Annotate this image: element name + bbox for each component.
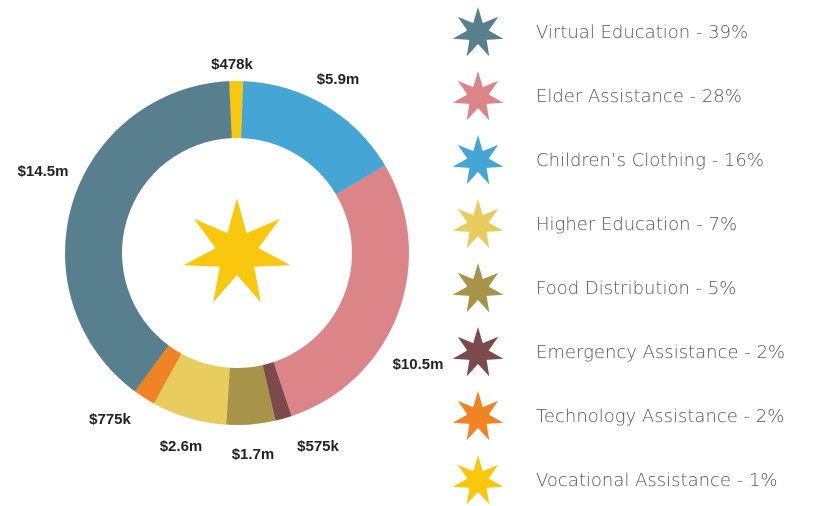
donut-slice: [65, 81, 232, 392]
value-label: $2.6m: [160, 438, 203, 455]
legend-star: [452, 391, 504, 441]
donut-slice: [226, 365, 276, 426]
legend-label: Technology Assistance - 2%: [536, 406, 784, 427]
donut-slice: [153, 353, 230, 425]
legend-star: [452, 455, 504, 505]
legend-label: Elder Assistance - 28%: [536, 86, 742, 107]
legend-star: [452, 327, 504, 377]
legend-label: Virtual Education - 39%: [536, 22, 748, 43]
legend-star: [452, 199, 504, 249]
value-label: $575k: [297, 438, 339, 455]
value-label: $1.7m: [232, 446, 275, 463]
legend-label: Children’s Clothing - 16%: [536, 150, 764, 171]
legend-label: Emergency Assistance - 2%: [536, 342, 785, 363]
legend-star: [452, 71, 504, 121]
legend-label: Vocational Assistance - 1%: [536, 470, 778, 491]
legend-label: Food Distribution - 5%: [536, 278, 736, 299]
value-label: $5.9m: [317, 71, 360, 88]
donut-slice: [229, 81, 244, 139]
value-label: $478k: [211, 56, 253, 73]
donut-slice: [262, 362, 292, 421]
value-label: $775k: [89, 411, 131, 428]
value-label: $14.5m: [18, 163, 69, 180]
legend-star: [452, 7, 504, 57]
center-star: [183, 198, 291, 303]
donut-slice: [241, 81, 386, 195]
donut-slice: [134, 345, 182, 404]
legend-star: [452, 263, 504, 313]
legend-star: [452, 135, 504, 185]
donut-slice: [273, 165, 409, 417]
legend-label: Higher Education - 7%: [536, 214, 737, 235]
value-label: $10.5m: [393, 356, 444, 373]
